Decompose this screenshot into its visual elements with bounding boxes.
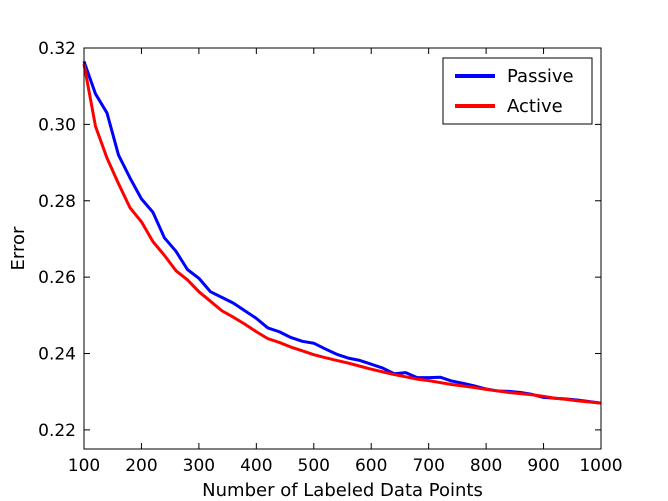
x-axis-ticks: 100 200 300 400 500 600 700 800 900 1000 (68, 48, 623, 476)
x-tick-label: 100 (68, 456, 100, 476)
y-tick-label: 0.26 (38, 268, 76, 288)
legend: Passive Active (442, 57, 593, 125)
legend-box (442, 57, 593, 125)
series-line-active (82, 63, 602, 405)
y-tick-label: 0.30 (38, 115, 76, 135)
y-axis-ticks: 0.22 0.24 0.26 0.28 0.30 0.32 (38, 39, 601, 441)
y-axis-label: Error (8, 226, 29, 270)
y-tick-label: 0.32 (38, 39, 76, 59)
x-tick-label: 400 (240, 456, 272, 476)
y-tick-label: 0.22 (38, 421, 76, 441)
x-tick-label: 300 (183, 456, 215, 476)
x-tick-label: 900 (527, 456, 559, 476)
x-axis-label: Number of Labeled Data Points (202, 480, 483, 501)
plot-frame (83, 47, 602, 450)
x-tick-label: 1000 (579, 456, 622, 476)
x-tick-label: 700 (412, 456, 444, 476)
x-tick-label: 200 (125, 456, 157, 476)
legend-label-active: Active (507, 96, 563, 117)
series-layer (82, 60, 602, 405)
x-tick-label: 500 (298, 456, 330, 476)
y-tick-label: 0.28 (38, 192, 76, 212)
x-tick-label: 600 (355, 456, 387, 476)
y-tick-label: 0.24 (38, 345, 76, 365)
x-tick-label: 800 (470, 456, 502, 476)
legend-label-passive: Passive (507, 66, 574, 87)
